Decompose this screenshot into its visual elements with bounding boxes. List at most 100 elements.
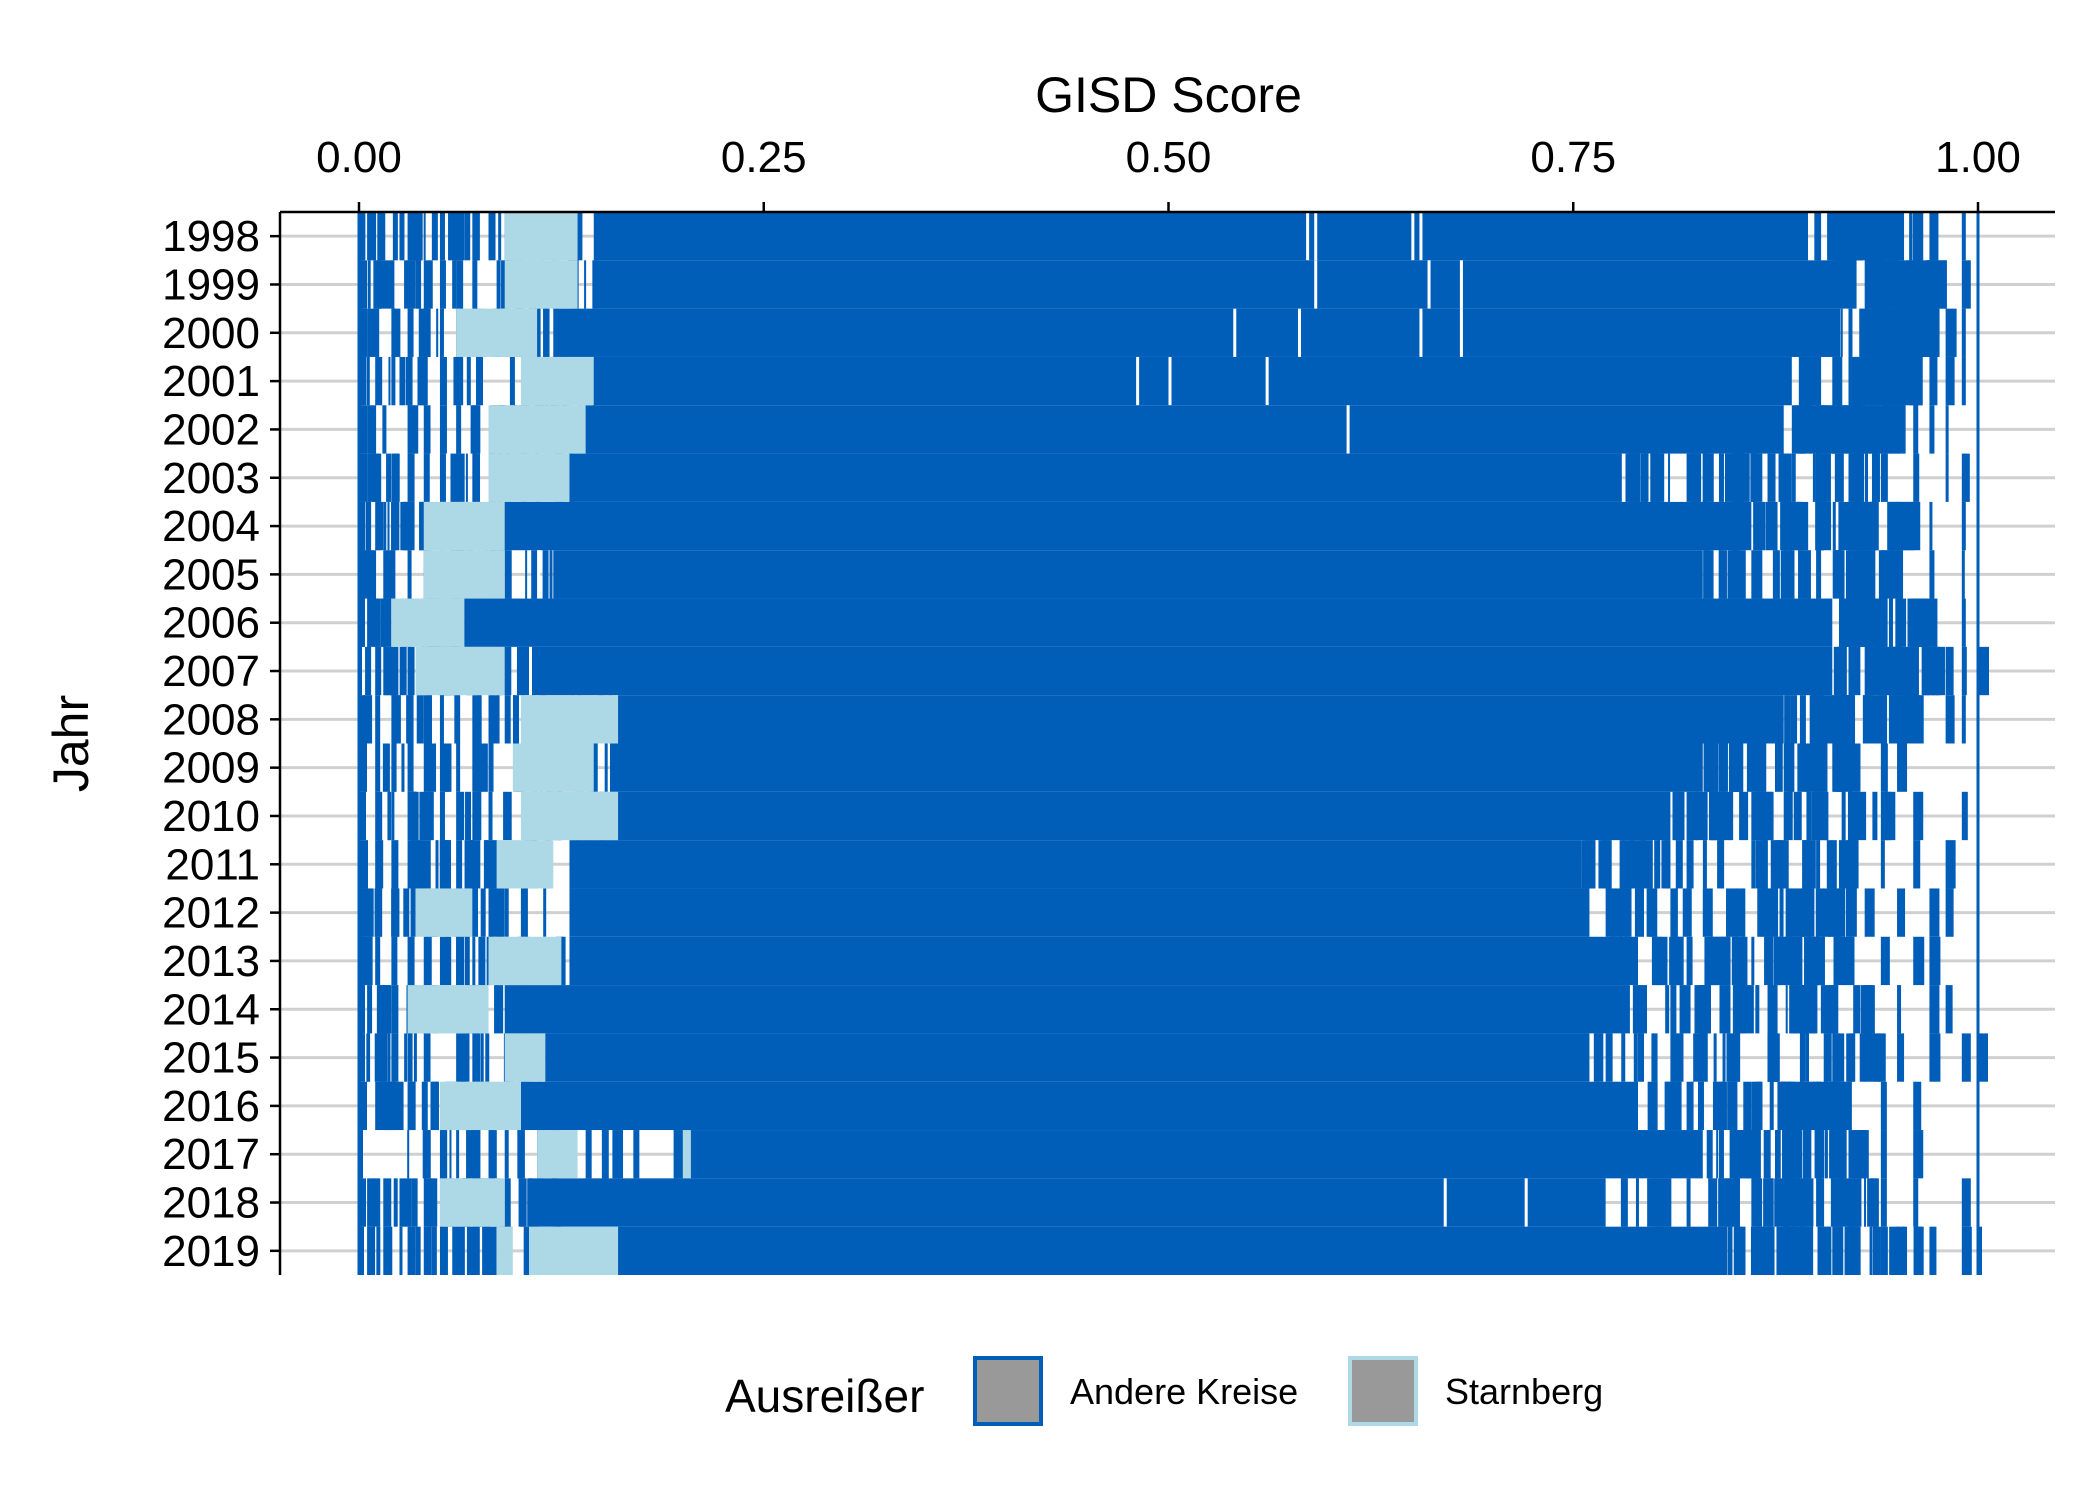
segment-ltexture-1999-17 xyxy=(373,260,377,309)
segment-ltexture-2016-3 xyxy=(421,1081,425,1131)
x-tick-label-3: 0.75 xyxy=(1530,133,1616,182)
segment-texture-2006-23 xyxy=(1907,598,1917,647)
segment-ltexture-2005-5 xyxy=(542,550,549,599)
segment-texture-2000-28 xyxy=(1876,308,1881,357)
segment-texture-2012-17 xyxy=(1742,888,1746,937)
segment-texture-2004-27 xyxy=(1896,501,1900,551)
segment-ltexture-2008-10 xyxy=(427,695,432,744)
segment-ltexture-2007-2 xyxy=(504,646,512,696)
segment-ltexture-2013-14 xyxy=(456,936,460,986)
segment-right-2011-6 xyxy=(1783,840,1789,889)
starnberg-block-2019-1 xyxy=(496,1226,513,1275)
segment-texture-2002-28 xyxy=(1857,405,1866,454)
segment-texture-2015-29 xyxy=(1767,1033,1780,1082)
segment-right-2017-6 xyxy=(1913,1130,1924,1179)
segment-left-2016-1 xyxy=(375,1081,380,1131)
segment-texture-2016-16 xyxy=(1727,1081,1736,1131)
segment-left-2000-6 xyxy=(439,308,444,357)
segment-texture-2015-27 xyxy=(1693,1033,1705,1082)
segment-texture-2009-28 xyxy=(1707,743,1716,792)
segment-texture-1999-25 xyxy=(1916,260,1923,309)
segment-texture-2014-11 xyxy=(1785,985,1788,1034)
segment-texture-2004-18 xyxy=(1821,501,1832,551)
segment-ltexture-1999-16 xyxy=(452,260,457,309)
x-tick-label-1: 0.25 xyxy=(721,133,807,182)
segment-texture-2007-29 xyxy=(1908,646,1919,696)
segment-texture-2016-8 xyxy=(1813,1081,1822,1131)
segment-texture-2008-17 xyxy=(1817,695,1825,744)
segment-right-2013-9 xyxy=(1929,936,1941,986)
starnberg-block-2005-0 xyxy=(423,550,505,599)
segment-ltexture-2016-17 xyxy=(430,1081,438,1131)
segment-left-1998-11 xyxy=(488,212,496,261)
y-tick-label-2003: 2003 xyxy=(162,454,260,503)
segment-left-2010-8 xyxy=(488,791,493,841)
segment-texture-2003-23 xyxy=(1872,453,1880,502)
segment-right-2014-9 xyxy=(1929,985,1940,1034)
segment-ltexture-2004-3 xyxy=(360,501,365,551)
segment-right-2018-9 xyxy=(1913,1178,1919,1227)
segment-ltexture-1998-15 xyxy=(414,212,419,261)
starnberg-block-1999-0 xyxy=(504,260,578,309)
segment-texture-2006-25 xyxy=(1845,598,1857,647)
segment-ltexture-2003-7 xyxy=(456,453,465,502)
segment-left-2010-2 xyxy=(391,791,395,841)
segment-texture-2010-21 xyxy=(1724,791,1731,841)
dense-block-1998 xyxy=(593,212,1809,261)
segment-texture-2016-10 xyxy=(1647,1081,1658,1131)
segment-ltexture-2005-7 xyxy=(372,550,377,599)
segment-texture-2007-4 xyxy=(1878,646,1885,696)
gap-1998-0 xyxy=(1306,212,1310,261)
segment-texture-1998-26 xyxy=(1836,212,1845,261)
segment-ltexture-2019-5 xyxy=(361,1226,364,1275)
segment-texture-2016-15 xyxy=(1824,1081,1836,1131)
gap-1999-0 xyxy=(1314,260,1318,309)
segment-texture-2007-0 xyxy=(1849,646,1854,696)
segment-left-2018-8 xyxy=(504,1178,511,1227)
segment-texture-2019-17 xyxy=(1727,1226,1733,1275)
segment-right-2002-10 xyxy=(1945,405,1949,454)
segment-texture-2015-18 xyxy=(1651,1033,1655,1082)
segment-ltexture-2008-12 xyxy=(491,695,499,744)
segment-texture-2009-23 xyxy=(1848,743,1861,792)
segment-texture-2015-11 xyxy=(1621,1033,1626,1082)
segment-right-2015-0 xyxy=(1605,1033,1613,1082)
segment-right-2006-5 xyxy=(1961,598,1966,647)
segment-ltexture-2017-1 xyxy=(407,1130,410,1179)
row-2016 xyxy=(359,1081,1922,1131)
segment-texture-2010-27 xyxy=(1793,791,1802,841)
segment-left-2010-4 xyxy=(423,791,432,841)
segment-texture-1999-24 xyxy=(1900,260,1908,309)
segment-ltexture-2009-7 xyxy=(363,743,367,792)
segment-texture-2008-28 xyxy=(1833,695,1845,744)
segment-ltexture-2000-0 xyxy=(533,308,541,357)
segment-left-2008-5 xyxy=(423,695,432,744)
segment-texture-2010-3 xyxy=(1855,791,1867,841)
segment-left-2003-1 xyxy=(367,453,375,502)
dense-block-2007 xyxy=(520,646,1833,696)
segment-texture-2017-14 xyxy=(1794,1130,1803,1179)
segment-texture-2015-4 xyxy=(1823,1033,1832,1082)
segment-texture-2019-24 xyxy=(1869,1226,1873,1275)
segment-ltexture-2019-15 xyxy=(466,1226,475,1275)
segment-right-2008-0 xyxy=(1799,695,1806,744)
segment-ltexture-2004-16 xyxy=(387,501,390,551)
segment-right-1998-6 xyxy=(1897,212,1905,261)
segment-texture-2013-18 xyxy=(1773,936,1783,986)
row-2010 xyxy=(359,791,1968,841)
segment-ltexture-2015-13 xyxy=(380,1033,384,1082)
segment-texture-2015-3 xyxy=(1722,1033,1726,1082)
segment-texture-2015-28 xyxy=(1713,1033,1717,1082)
segment-ltexture-2017-16 xyxy=(602,1130,607,1179)
segment-ltexture-2008-13 xyxy=(406,695,414,744)
segment-texture-2004-17 xyxy=(1780,501,1788,551)
segment-right-2002-8 xyxy=(1913,405,1919,454)
segment-right-2010-7 xyxy=(1913,791,1924,841)
segment-right-2013-8 xyxy=(1913,936,1925,986)
segment-ltexture-2001-5 xyxy=(453,356,461,406)
segment-texture-2010-8 xyxy=(1885,791,1896,841)
segment-texture-2014-28 xyxy=(1694,985,1704,1034)
segment-texture-2003-21 xyxy=(1865,453,1869,502)
segment-ltexture-2018-4 xyxy=(411,1178,418,1227)
segment-left-2009-6 xyxy=(456,743,461,792)
